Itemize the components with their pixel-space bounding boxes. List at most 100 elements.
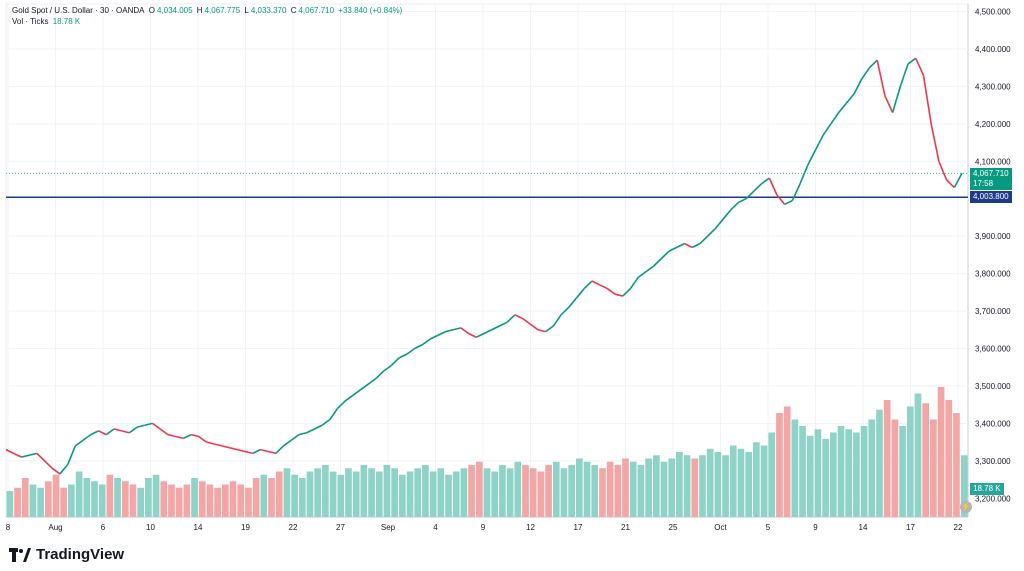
price-segment bbox=[699, 235, 709, 245]
price-segment bbox=[375, 370, 385, 380]
volume-bar bbox=[645, 458, 652, 517]
price-segment bbox=[51, 467, 61, 475]
volume-bar bbox=[899, 426, 906, 517]
volume-bar bbox=[606, 461, 614, 517]
x-tick-label: 9 bbox=[481, 523, 486, 532]
volume-bar bbox=[760, 445, 768, 517]
volume-bar bbox=[452, 471, 460, 517]
volume-bar bbox=[68, 484, 75, 517]
y-tick-label: 3,300.000 bbox=[975, 457, 1011, 466]
high-value: 4,067.775 bbox=[204, 6, 241, 15]
symbol-header: Gold Spot / U.S. Dollar · 30 · OANDA O 4,… bbox=[12, 6, 404, 15]
volume-bar bbox=[475, 461, 483, 517]
volume-bar bbox=[529, 468, 537, 517]
volume-bar bbox=[268, 478, 275, 517]
y-tick-label: 4,100.000 bbox=[975, 157, 1011, 166]
volume-bar bbox=[322, 465, 329, 517]
x-tick-label: 21 bbox=[621, 523, 630, 532]
volume-bar bbox=[514, 461, 522, 517]
price-segment bbox=[21, 454, 30, 458]
price-segment bbox=[861, 67, 871, 80]
price-segment bbox=[352, 389, 362, 396]
price-segment bbox=[5, 448, 15, 455]
price-segment bbox=[244, 450, 253, 455]
low-label: L bbox=[244, 6, 249, 15]
price-segment bbox=[43, 460, 53, 469]
x-tick-label: 27 bbox=[336, 523, 345, 532]
volume-bar bbox=[853, 432, 860, 517]
price-segment bbox=[560, 306, 570, 316]
price-segment bbox=[568, 297, 578, 308]
volume-bar bbox=[191, 478, 198, 517]
volume-bar bbox=[260, 474, 268, 517]
price-segment bbox=[152, 422, 161, 430]
volume-bar bbox=[406, 471, 414, 517]
y-tick-label: 4,300.000 bbox=[975, 82, 1011, 91]
price-segment bbox=[260, 448, 269, 453]
price-segment bbox=[915, 57, 925, 76]
price-segment bbox=[460, 327, 470, 335]
brand-name: TradingView bbox=[36, 546, 125, 563]
price-segment bbox=[275, 445, 285, 454]
volume-bar bbox=[729, 445, 737, 517]
volume-bar bbox=[29, 484, 37, 517]
volume-bar bbox=[706, 448, 714, 517]
volume-bar bbox=[83, 478, 91, 517]
volume-bar bbox=[930, 419, 937, 517]
volume-bar bbox=[375, 471, 383, 517]
price-segment bbox=[406, 347, 416, 355]
price-segment bbox=[290, 433, 300, 441]
price-segment bbox=[645, 265, 655, 273]
price-segment bbox=[390, 357, 400, 366]
y-tick-label: 3,500.000 bbox=[975, 382, 1011, 391]
volume-bar bbox=[206, 484, 214, 517]
high-label: H bbox=[196, 6, 203, 15]
volume-bar bbox=[114, 478, 121, 517]
volume-bar bbox=[21, 478, 29, 517]
volume-bar bbox=[799, 426, 806, 517]
price-segment bbox=[329, 407, 339, 421]
y-tick-label: 3,700.000 bbox=[975, 307, 1011, 316]
volume-bar bbox=[391, 468, 398, 517]
volume-bar bbox=[568, 465, 576, 517]
volume-bar bbox=[845, 429, 853, 517]
price-segment bbox=[522, 317, 531, 325]
price-segment bbox=[884, 95, 894, 113]
volume-bar bbox=[329, 471, 337, 517]
price-segment bbox=[791, 183, 801, 201]
volume-bar bbox=[937, 387, 945, 517]
lightning-icon[interactable]: ⚡ bbox=[960, 501, 972, 513]
x-tick-label: Oct bbox=[714, 523, 727, 532]
price-segment bbox=[761, 177, 770, 185]
tradingview-logo[interactable]: TradingView bbox=[9, 546, 124, 563]
close-label: C bbox=[290, 6, 297, 15]
x-tick-label: 14 bbox=[859, 523, 868, 532]
price-segment bbox=[36, 452, 46, 462]
price-segment bbox=[830, 112, 840, 125]
volume-bar bbox=[460, 468, 468, 517]
price-segment bbox=[74, 439, 84, 447]
open-value: 4,034.005 bbox=[156, 6, 193, 15]
price-segment bbox=[267, 450, 277, 455]
price-segment bbox=[367, 377, 377, 385]
close-value: 4,067.710 bbox=[298, 6, 335, 15]
price-segment bbox=[398, 353, 408, 359]
volume-bar bbox=[668, 458, 676, 517]
price-segment bbox=[344, 394, 354, 402]
volume-bar bbox=[237, 484, 245, 517]
volume-bar bbox=[429, 471, 437, 517]
price-segment bbox=[845, 93, 855, 104]
volume-bar bbox=[360, 465, 368, 517]
price-segment bbox=[429, 334, 439, 340]
price-segment bbox=[814, 134, 824, 151]
price-segment bbox=[198, 435, 207, 443]
volume-bar bbox=[552, 461, 560, 517]
x-tick-label: 6 bbox=[101, 523, 106, 532]
price-segment bbox=[938, 160, 948, 181]
price-segment bbox=[206, 441, 215, 445]
price-segment bbox=[221, 445, 230, 449]
y-tick-label: 3,900.000 bbox=[975, 232, 1011, 241]
volume-bar bbox=[506, 468, 514, 517]
volume-bar bbox=[214, 487, 221, 517]
